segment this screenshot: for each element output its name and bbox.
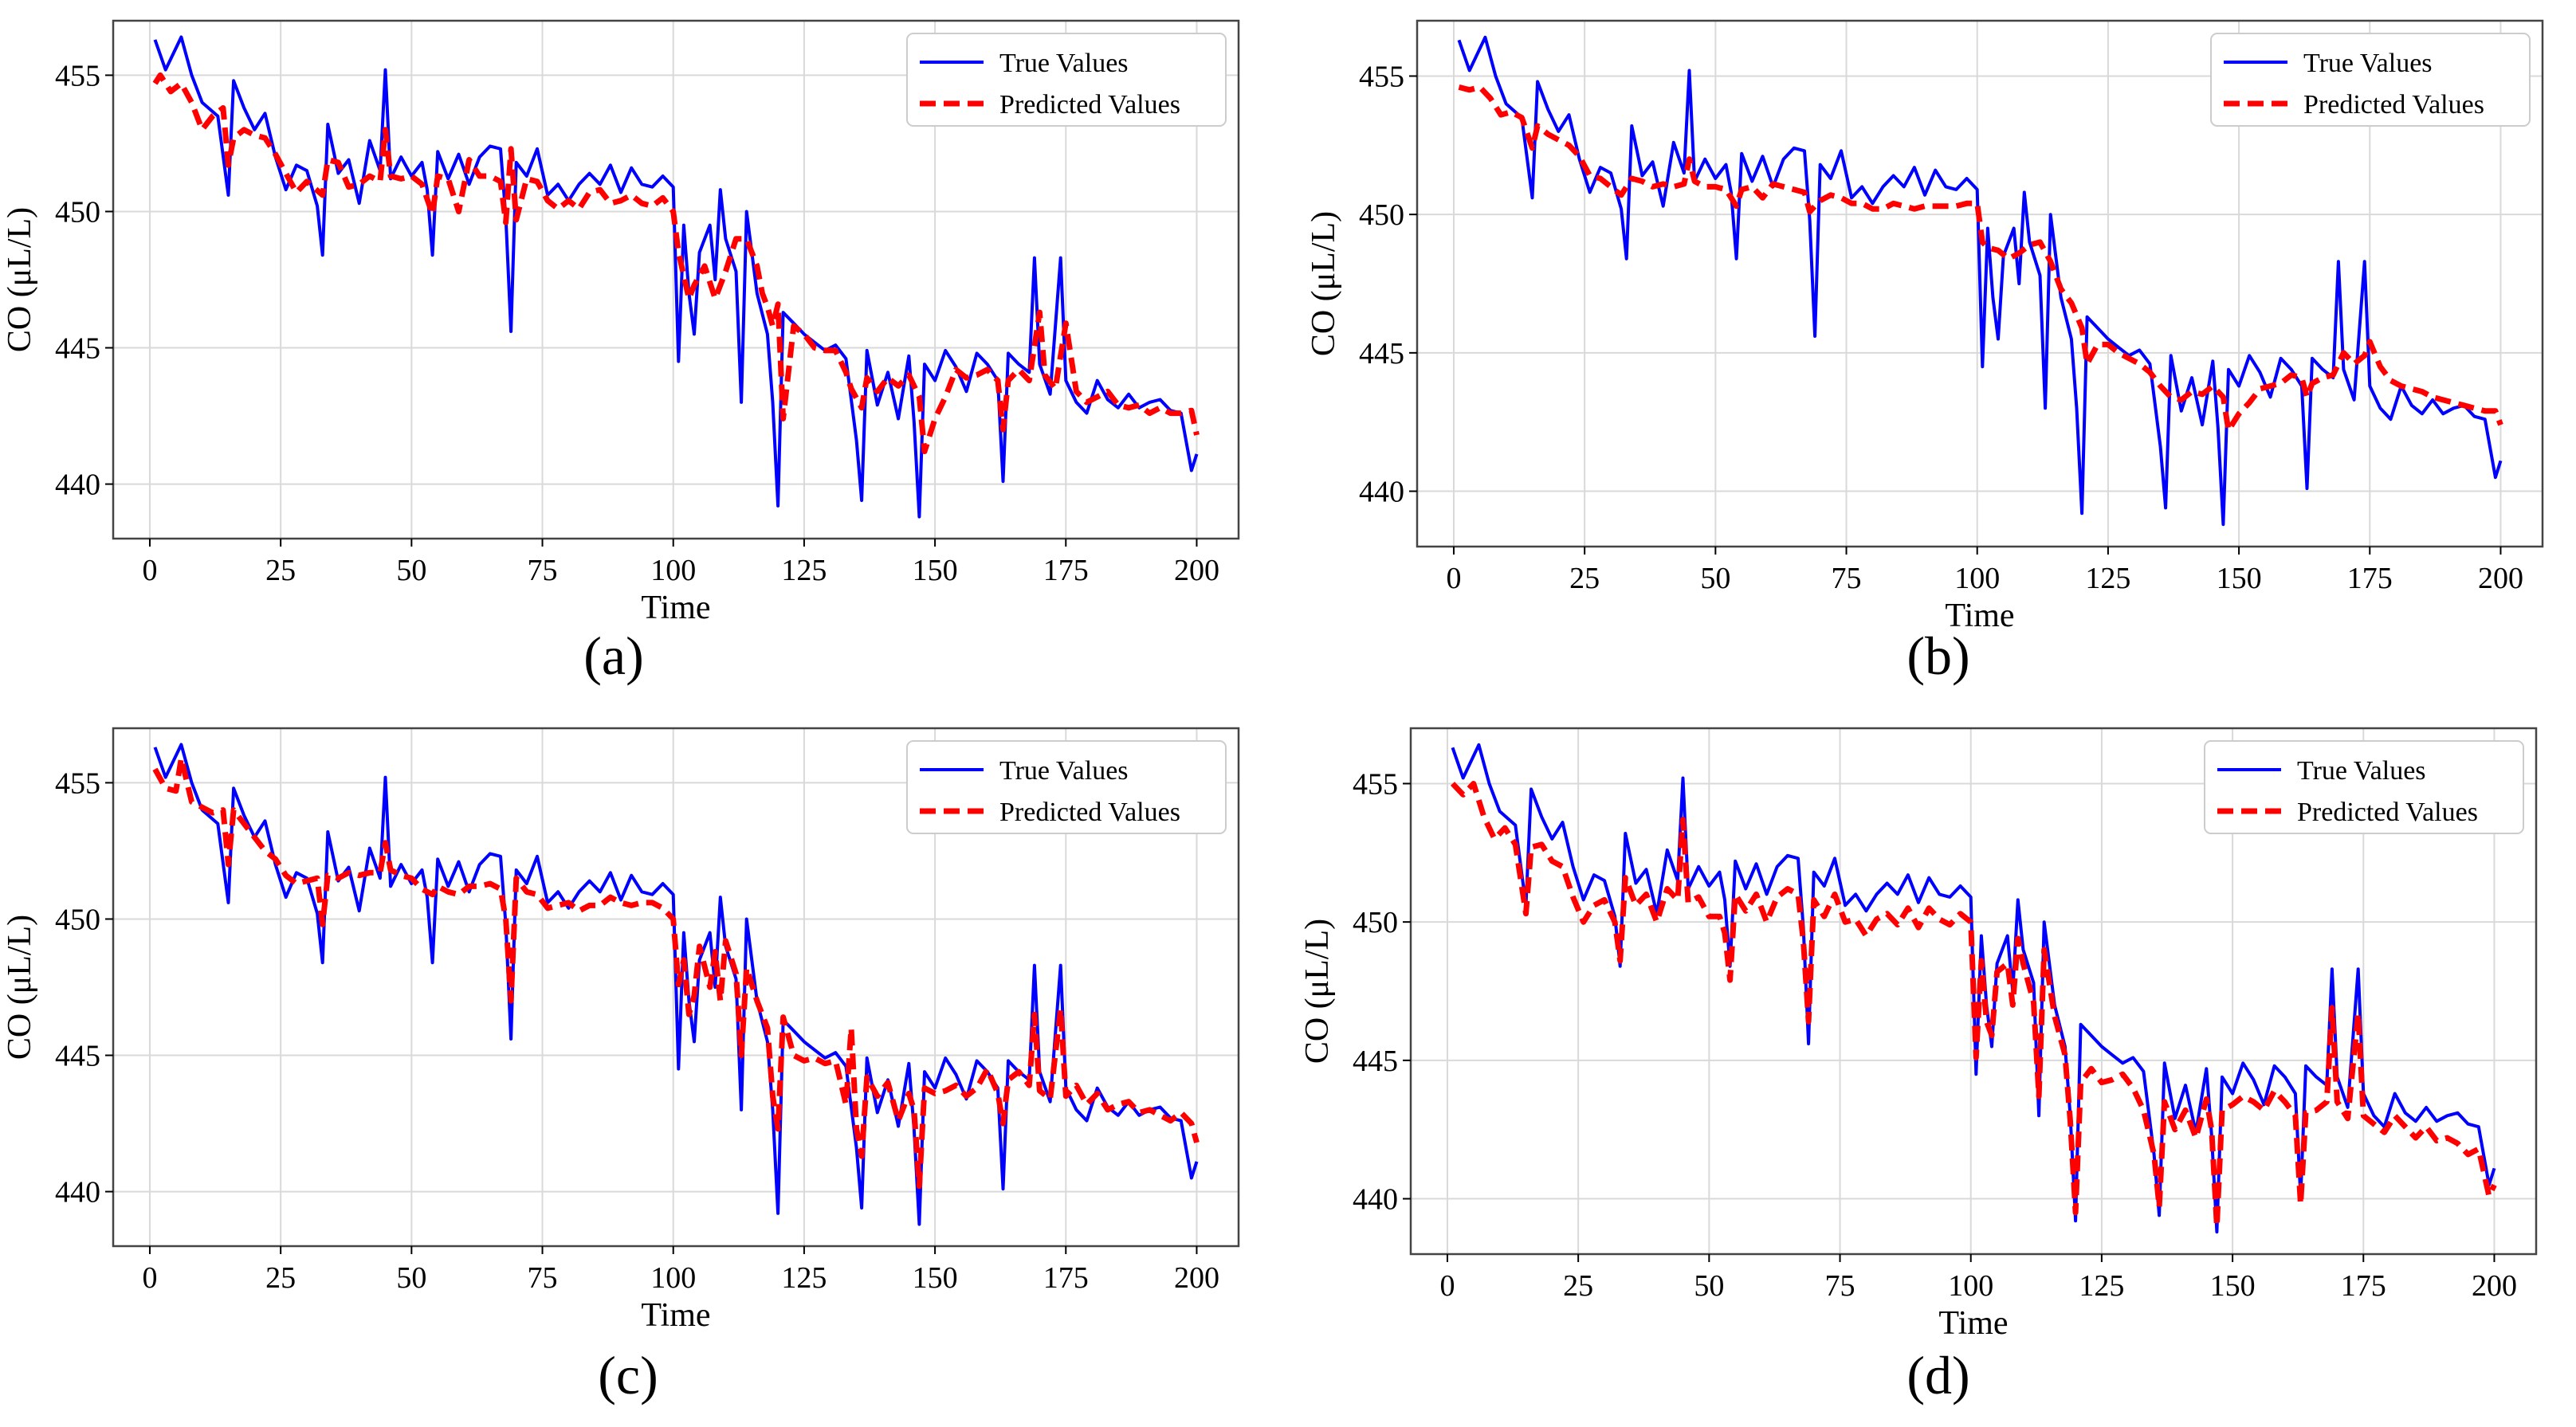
x-tick-label: 25 (1569, 562, 1600, 595)
x-tick-label: 125 (781, 554, 827, 587)
y-tick-label: 440 (55, 1176, 100, 1209)
x-tick-label: 25 (1563, 1269, 1593, 1303)
panel-d: 0 25 50 75 100 125 150 175 200 440 445 450 455 Time CO… (1299, 728, 2536, 1405)
y-tick-label: 450 (1359, 198, 1404, 232)
y-tick-label: 455 (55, 59, 100, 92)
y-tick-label: 445 (1359, 337, 1404, 370)
y-tick-label: 445 (55, 1040, 100, 1073)
x-tick-label: 150 (2210, 1269, 2256, 1303)
x-tick-label: 200 (2478, 562, 2523, 595)
x-tick-label: 175 (2347, 562, 2393, 595)
y-axis-label: CO (μL/L) (1299, 919, 1336, 1064)
x-axis-label: Time (1938, 1305, 2008, 1342)
x-tick-label: 125 (2085, 562, 2130, 595)
panel-caption: (c) (598, 1345, 658, 1405)
x-tick-label: 50 (396, 554, 426, 587)
y-tick-label: 445 (55, 332, 100, 366)
x-tick-label: 200 (1174, 1261, 1219, 1295)
x-tick-label: 75 (1832, 562, 1862, 595)
x-tick-label: 100 (1954, 562, 2000, 595)
legend: True Values Predicted Values (2205, 741, 2523, 833)
x-axis-label: Time (641, 1297, 710, 1334)
x-tick-label: 0 (1446, 562, 1461, 595)
legend: True Values Predicted Values (2211, 33, 2530, 126)
legend: True Values Predicted Values (907, 33, 1226, 126)
x-tick-label: 75 (1825, 1269, 1855, 1303)
y-tick-label: 455 (1359, 60, 1404, 93)
x-tick-label: 0 (142, 1261, 157, 1295)
y-tick-label: 440 (1359, 476, 1404, 509)
legend-predicted-label: Predicted Values (2303, 90, 2484, 120)
x-tick-label: 125 (781, 1261, 827, 1295)
legend-predicted-label: Predicted Values (999, 90, 1180, 120)
figure: 0 25 50 75 100 125 150 175 200 440 445 450 455 Time CO… (0, 0, 2576, 1427)
x-tick-label: 75 (528, 1261, 558, 1295)
panel-caption: (a) (583, 625, 643, 686)
panel-a: 0 25 50 75 100 125 150 175 200 440 445 450 455 Time CO… (2, 21, 1239, 686)
y-tick-label: 445 (1353, 1045, 1398, 1078)
panel-caption: (d) (1906, 1345, 1969, 1405)
x-tick-label: 175 (1043, 554, 1089, 587)
y-tick-label: 440 (1353, 1183, 1398, 1217)
x-tick-label: 125 (2079, 1269, 2124, 1303)
legend-true-label: True Values (2303, 49, 2433, 78)
legend-true-label: True Values (2297, 756, 2426, 786)
x-tick-label: 75 (528, 554, 558, 587)
x-tick-label: 50 (1700, 562, 1730, 595)
x-tick-label: 0 (1439, 1269, 1455, 1303)
y-axis-label: CO (μL/L) (2, 915, 38, 1060)
y-tick-label: 450 (55, 903, 100, 936)
x-axis-label: Time (641, 590, 710, 626)
x-tick-label: 175 (1043, 1261, 1089, 1295)
x-tick-label: 175 (2341, 1269, 2386, 1303)
legend: True Values Predicted Values (907, 741, 1226, 833)
x-tick-label: 200 (2472, 1269, 2517, 1303)
x-tick-label: 200 (1174, 554, 1219, 587)
y-tick-label: 455 (55, 766, 100, 800)
x-tick-label: 25 (265, 1261, 296, 1295)
x-tick-label: 50 (1694, 1269, 1724, 1303)
x-tick-label: 50 (396, 1261, 426, 1295)
x-tick-label: 100 (650, 554, 696, 587)
y-axis-label: CO (μL/L) (1306, 211, 1342, 356)
legend-predicted-label: Predicted Values (999, 798, 1180, 827)
x-tick-label: 100 (1948, 1269, 1993, 1303)
legend-true-label: True Values (999, 49, 1129, 78)
x-tick-label: 0 (142, 554, 157, 587)
x-tick-label: 150 (913, 1261, 958, 1295)
panel-c: 0 25 50 75 100 125 150 175 200 440 445 450 455 Time CO… (2, 728, 1239, 1405)
y-tick-label: 450 (55, 195, 100, 229)
y-tick-label: 440 (55, 468, 100, 502)
panel-b: 0 25 50 75 100 125 150 175 200440445450455TimeCO… (1306, 21, 2543, 686)
predicted-values-line (1453, 784, 2495, 1227)
x-tick-label: 150 (2217, 562, 2262, 595)
y-tick-label: 450 (1353, 906, 1398, 939)
x-tick-label: 150 (913, 554, 958, 587)
x-tick-label: 25 (265, 554, 296, 587)
legend-true-label: True Values (999, 756, 1129, 786)
y-axis-label: CO (μL/L) (2, 207, 38, 352)
y-tick-label: 455 (1353, 767, 1398, 801)
panel-caption: (b) (1906, 625, 1969, 686)
x-tick-label: 100 (650, 1261, 696, 1295)
legend-predicted-label: Predicted Values (2297, 798, 2478, 827)
